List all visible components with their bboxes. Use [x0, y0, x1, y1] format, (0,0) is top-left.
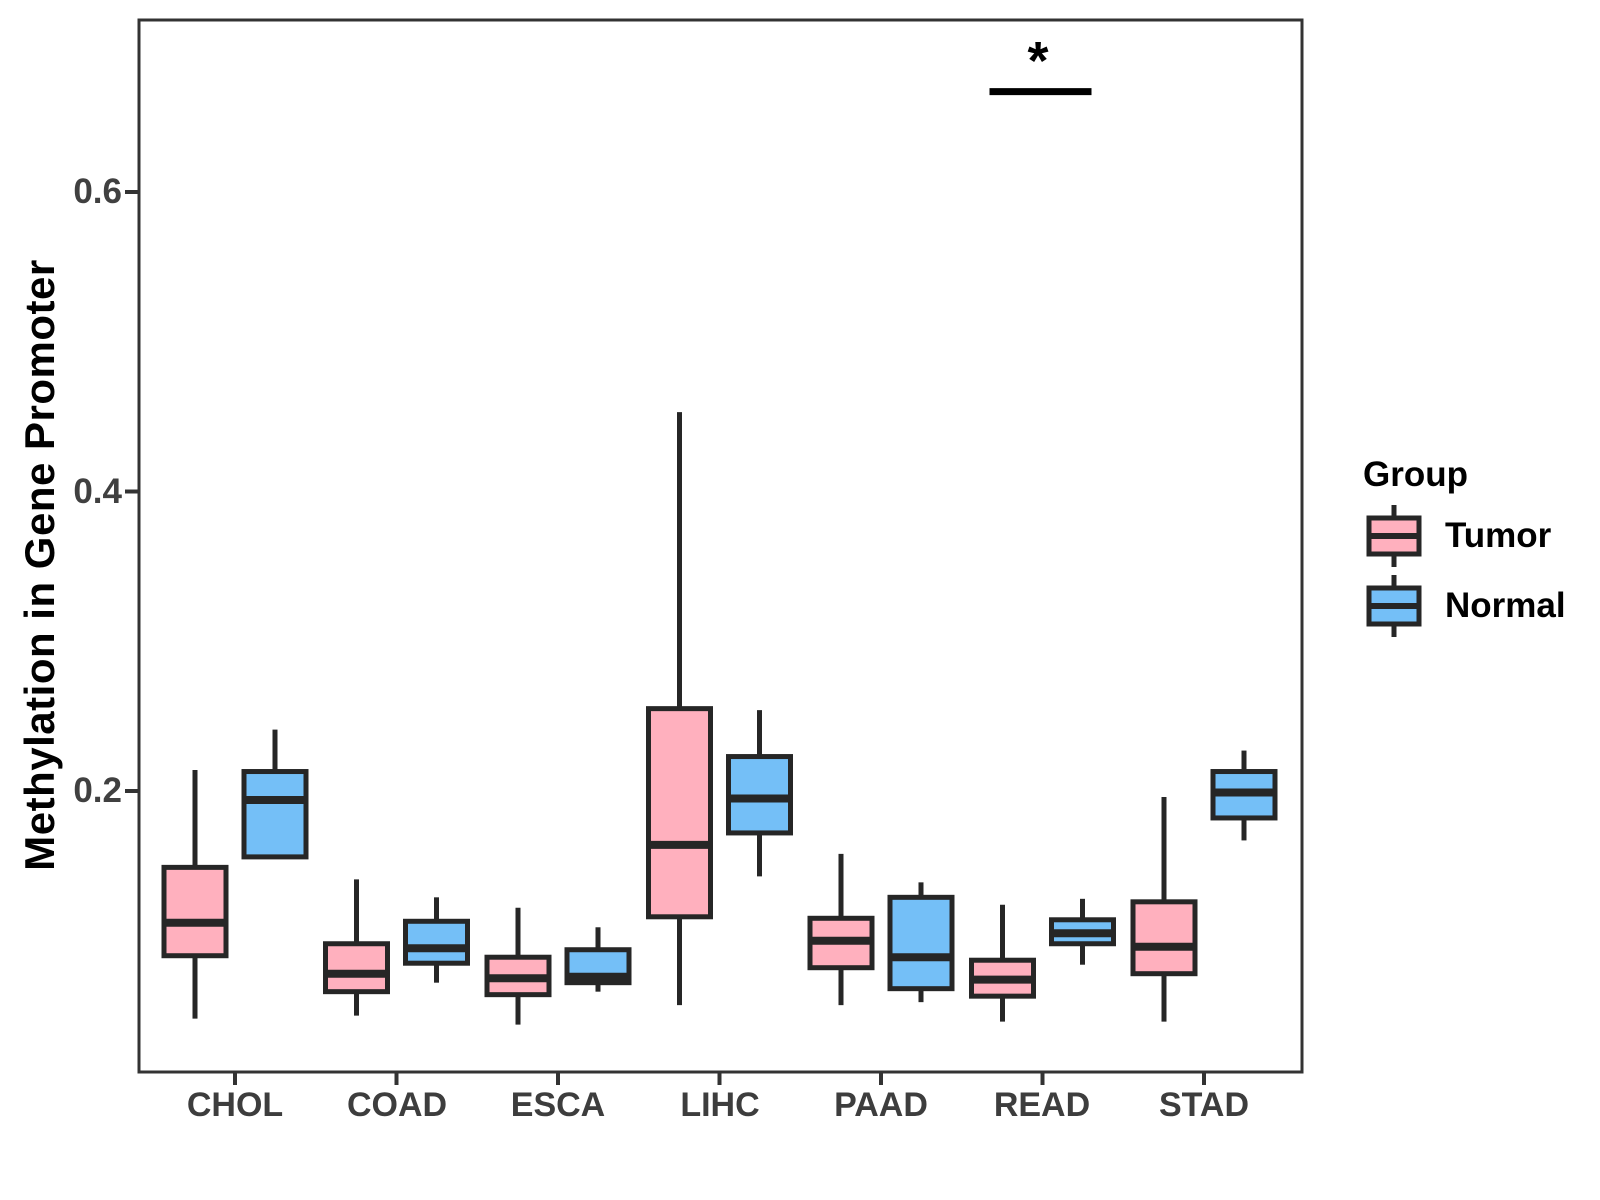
- legend-item-label: Tumor: [1445, 516, 1552, 555]
- legend: Group Tumor Normal: [1330, 455, 1600, 639]
- box-tumor-coad: [323, 879, 390, 1016]
- x-axis-category-label: READ: [993, 1086, 1091, 1124]
- x-axis-category-label: CHOL: [186, 1086, 284, 1124]
- box-tumor-chol: [161, 770, 229, 1019]
- box-tumor-stad: [1130, 796, 1198, 1022]
- box-normal-chol: [241, 729, 309, 860]
- y-tick-label: 0.6: [73, 172, 122, 211]
- legend-title: Group: [1363, 455, 1468, 494]
- box-normal-lihc: [726, 710, 793, 877]
- box-normal-stad: [1210, 750, 1278, 841]
- legend-item-tumor: Tumor: [1366, 503, 1600, 569]
- x-axis-category-label: ESCA: [510, 1086, 606, 1124]
- box-normal-coad: [403, 897, 470, 983]
- legend-item-label: Normal: [1445, 586, 1566, 625]
- legend-item-normal: Normal: [1366, 573, 1600, 639]
- box-tumor-paad: [807, 853, 875, 1006]
- x-axis-category-label: LIHC: [680, 1086, 760, 1124]
- box-normal-esca: [564, 927, 632, 992]
- box-tumor-lihc: [646, 412, 713, 1006]
- x-axis-category-label: STAD: [1158, 1086, 1250, 1124]
- boxplot-key-icon: [1366, 575, 1422, 637]
- y-tick-label: 0.4: [73, 472, 122, 511]
- panel-border: [137, 18, 1304, 1074]
- box-normal-paad: [887, 882, 955, 1003]
- box-tumor-read: [969, 904, 1036, 1022]
- x-axis-category-label: COAD: [346, 1086, 448, 1124]
- significance-asterisk: *: [1027, 31, 1049, 91]
- box-normal-read: [1049, 898, 1116, 965]
- x-axis-category-label: PAAD: [834, 1086, 928, 1124]
- y-tick-label: 0.2: [73, 771, 122, 810]
- boxplot-key-icon: [1366, 505, 1422, 567]
- box-tumor-esca: [484, 907, 552, 1025]
